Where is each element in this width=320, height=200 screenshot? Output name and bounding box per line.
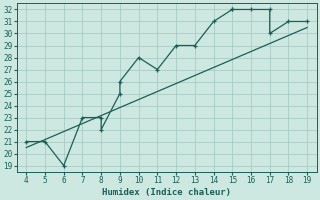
X-axis label: Humidex (Indice chaleur): Humidex (Indice chaleur) [102,188,231,197]
